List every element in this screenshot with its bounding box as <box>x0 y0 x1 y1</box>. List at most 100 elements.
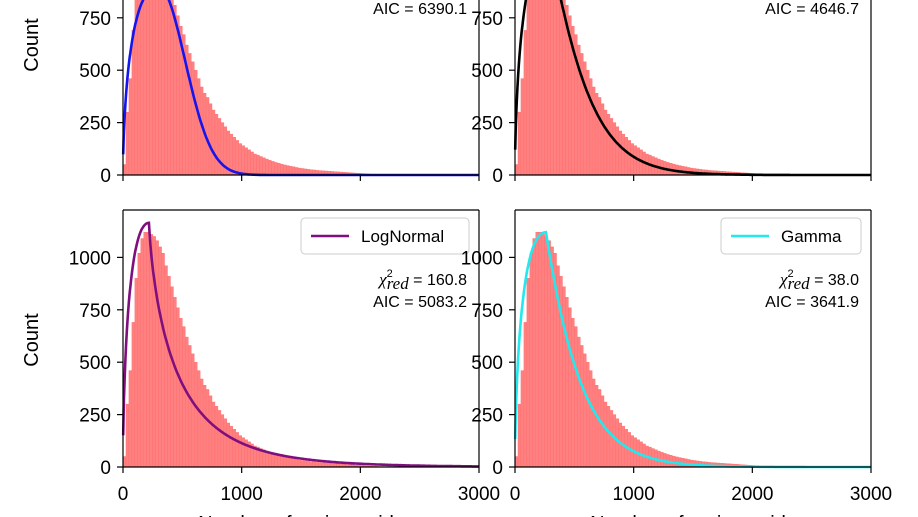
histogram-bar <box>185 336 189 468</box>
histogram-bar <box>247 149 251 176</box>
histogram-bar <box>597 97 602 176</box>
y-tick-label: 0 <box>100 166 111 187</box>
histogram-bar <box>532 238 536 468</box>
histogram-bar <box>167 276 171 468</box>
histogram-bar <box>318 462 322 468</box>
y-tick-label: 0 <box>492 166 503 187</box>
histogram-bar <box>520 78 525 176</box>
histogram-bar <box>134 278 139 468</box>
histogram-bar <box>529 253 533 468</box>
histogram-bar <box>574 326 578 468</box>
histogram-bar <box>128 370 133 468</box>
chi-squared-statistic: χ2red = 160.8 <box>377 268 467 293</box>
histogram-bar <box>532 0 536 176</box>
histogram-bar <box>137 253 141 468</box>
histogram-bar <box>550 0 554 176</box>
histogram-bar <box>232 429 236 468</box>
histogram-bar <box>280 163 284 176</box>
histogram-bar <box>229 425 233 468</box>
histogram-bar <box>562 0 566 176</box>
histogram-bar <box>306 461 311 468</box>
histogram-bar <box>253 153 257 176</box>
histogram-bar <box>170 286 174 468</box>
histogram-bar <box>274 454 278 468</box>
histogram-bar <box>600 103 605 176</box>
histogram-bar <box>291 458 296 468</box>
x-axis-label: Number of amino acids <box>590 513 796 517</box>
aic-statistic: AIC = 4646.7 <box>765 1 859 18</box>
histogram-bar <box>164 265 168 468</box>
histogram-bar <box>196 370 201 468</box>
histogram-bar <box>226 422 230 468</box>
histogram-bar <box>205 389 210 468</box>
histogram-bar <box>131 322 136 468</box>
histogram-bar <box>259 156 263 176</box>
histogram-bar <box>128 78 133 176</box>
histogram-bar <box>193 69 198 176</box>
chi-symbol: χ <box>778 270 788 289</box>
y-tick-label: 500 <box>471 353 503 374</box>
histogram-bar <box>199 378 204 468</box>
histogram-bar <box>565 297 569 468</box>
histogram-bar <box>612 122 617 176</box>
histogram-bar <box>235 432 239 468</box>
histogram-bar <box>277 455 281 468</box>
histogram-bar <box>143 0 147 176</box>
histogram-bar <box>535 232 539 468</box>
histogram-bar <box>523 322 528 468</box>
histogram-bar <box>603 401 608 468</box>
histogram-bar <box>146 0 150 176</box>
histogram-bar <box>176 307 180 468</box>
histogram-bar <box>523 30 528 176</box>
fit-curve-line <box>121 221 479 468</box>
histogram-bar <box>250 151 254 176</box>
chi-subscript: red <box>788 274 811 293</box>
y-tick-label: 1000 <box>461 248 503 269</box>
histogram-bar <box>600 395 605 468</box>
histogram-bar <box>541 234 545 468</box>
histogram-bar <box>294 459 299 468</box>
histogram-bar <box>193 362 198 468</box>
histogram-bar <box>262 157 266 176</box>
histogram-bar <box>544 236 548 468</box>
histogram-bar <box>211 401 216 468</box>
y-tick-label: 250 <box>79 406 111 427</box>
histogram-bar <box>182 326 186 468</box>
x-axis-label: Number of amino acids <box>198 513 404 517</box>
histogram-bar <box>312 461 317 468</box>
histogram-bar <box>268 160 272 176</box>
y-tick-label: 500 <box>79 61 111 82</box>
histogram-bar <box>606 406 611 468</box>
panel-top-left: 0 250 500 750 Count AIC = 6390.1 <box>21 0 480 187</box>
histogram-bar <box>214 114 219 176</box>
histogram-bar <box>627 140 631 176</box>
legend-label: Gamma <box>781 227 842 246</box>
legend-box <box>720 217 862 255</box>
chi-value: = 160.8 <box>409 272 467 289</box>
histogram-bar <box>300 460 305 468</box>
histogram-bar <box>321 462 325 468</box>
histogram-bar <box>217 410 222 468</box>
histogram-bar <box>517 111 522 176</box>
histogram-bar <box>235 140 239 176</box>
histogram-bar <box>288 165 293 176</box>
histogram-bar <box>149 0 153 176</box>
y-tick-label: 750 <box>79 9 111 30</box>
histogram-bar <box>271 161 275 176</box>
histogram-bar <box>232 137 236 176</box>
histogram-bar <box>208 103 213 176</box>
y-tick-label: 500 <box>79 353 111 374</box>
histogram-bar <box>583 353 587 468</box>
histogram-bar <box>202 385 207 468</box>
chi-subscript: red <box>387 274 410 293</box>
histogram-bar <box>556 0 560 176</box>
histogram-bar <box>594 385 599 468</box>
histogram-bar <box>283 456 287 468</box>
histogram-bar <box>309 461 314 468</box>
histogram-bar <box>146 232 150 468</box>
histogram-bar <box>609 118 614 176</box>
x-tick-label: 2000 <box>731 484 773 505</box>
chi-symbol: χ <box>377 270 387 289</box>
histogram-bar <box>541 0 545 176</box>
